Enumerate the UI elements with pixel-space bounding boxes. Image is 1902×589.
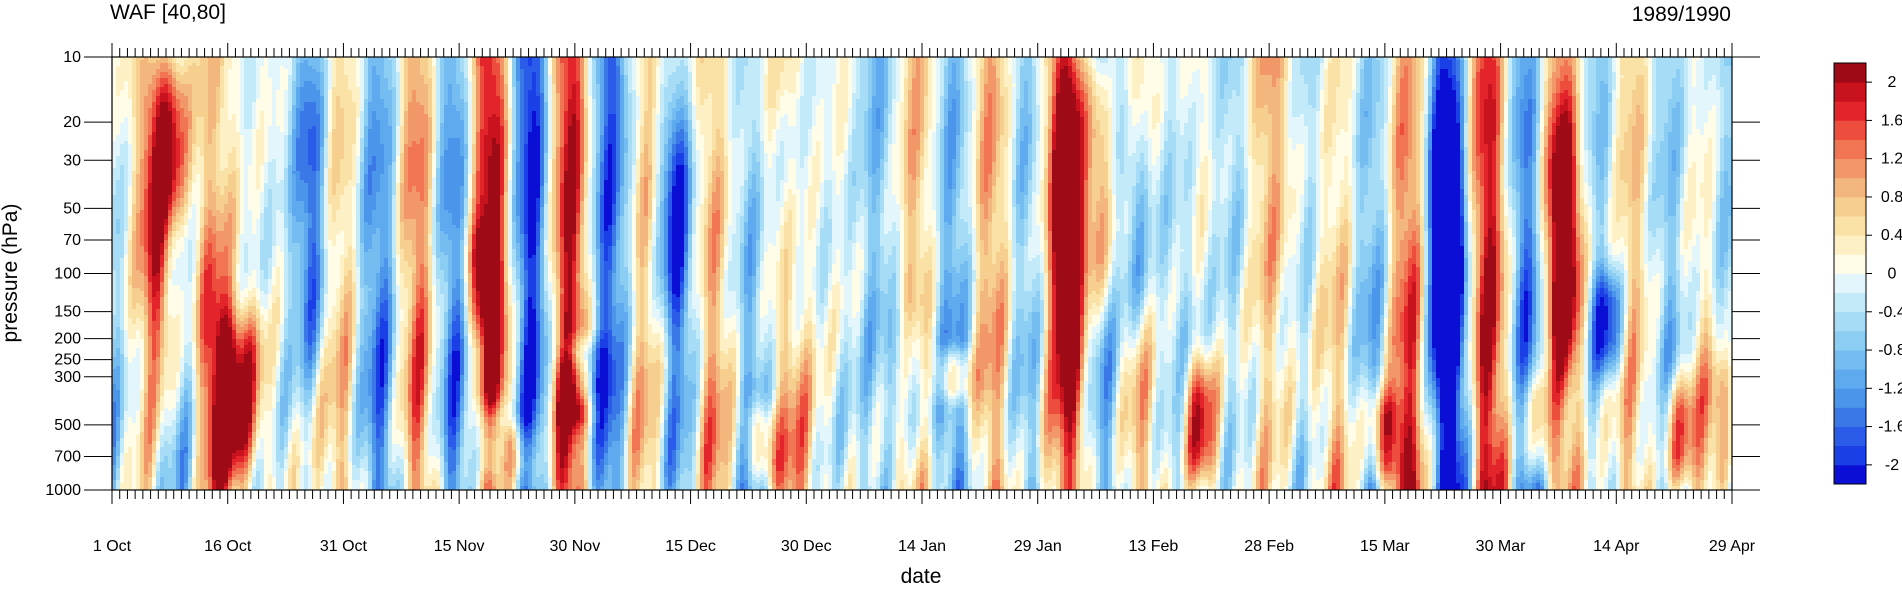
colorbar-label: 2 [1888, 74, 1897, 91]
colorbar-label: -0.4 [1878, 304, 1902, 321]
y-tick-label: 300 [54, 369, 81, 386]
y-tick-label: 50 [63, 200, 81, 217]
y-tick-label: 20 [63, 114, 81, 131]
colorbar-swatch [1834, 235, 1866, 255]
colorbar-swatch [1834, 254, 1866, 274]
x-tick-label: 14 Jan [898, 538, 946, 555]
colorbar-label: 0.8 [1881, 189, 1902, 206]
colorbar-labels: 2 1.6 1.2 0.8 0.4 0 -0.4 -0.8 -1.2 -1.6 -2 [1866, 74, 1902, 474]
x-tick-label: 15 Nov [434, 538, 485, 555]
y-tick-label: 150 [54, 304, 81, 321]
x-tick-label: 30 Nov [550, 538, 601, 555]
chart-title-right: 1989/1990 [1632, 3, 1731, 26]
colorbar-swatch [1834, 427, 1866, 447]
colorbar-label: 1.6 [1881, 112, 1902, 129]
contour-field [112, 57, 1733, 493]
colorbar-swatch [1834, 331, 1866, 351]
colorbar-swatch [1834, 120, 1866, 140]
colorbar-swatch [1834, 369, 1866, 389]
y-tick-label: 500 [54, 417, 81, 434]
colorbar-swatch [1834, 140, 1866, 160]
y-tick-label: 250 [54, 352, 81, 369]
colorbar-swatch [1834, 159, 1866, 179]
y-tick-label: 30 [63, 152, 81, 169]
colorbar-swatch [1834, 293, 1866, 313]
colorbar-label: -0.8 [1878, 342, 1902, 359]
x-tick-label: 15 Dec [665, 538, 716, 555]
chart-title-left: WAF [40,80] [110, 1, 226, 24]
colorbar-swatch [1834, 350, 1866, 370]
colorbar-swatch [1834, 63, 1866, 83]
colorbar-label: 1.2 [1881, 151, 1902, 168]
x-tick-label: 29 Jan [1014, 538, 1062, 555]
colorbar-label: -2 [1885, 457, 1899, 474]
y-tick-label: 70 [63, 232, 81, 249]
colorbar [1834, 63, 1866, 484]
x-tick-label: 28 Feb [1244, 538, 1294, 555]
colorbar-label: -1.6 [1878, 419, 1902, 436]
x-axis-label: date [901, 565, 942, 588]
colorbar-swatch [1834, 407, 1866, 427]
colorbar-swatch [1834, 465, 1866, 485]
y-tick-label: 200 [54, 331, 81, 348]
x-tick-label: 29 Apr [1709, 538, 1756, 555]
colorbar-swatch [1834, 216, 1866, 236]
colorbar-swatch [1834, 197, 1866, 217]
colorbar-swatch [1834, 312, 1866, 332]
colorbar-label: -1.2 [1878, 380, 1902, 397]
colorbar-swatch [1834, 178, 1866, 198]
y-tick-label: 700 [54, 448, 81, 465]
x-tick-labels: 1 Oct 16 Oct 31 Oct 15 Nov 30 Nov 15 Dec 30 De… [93, 538, 1756, 555]
x-tick-label: 1 Oct [93, 538, 132, 555]
y-tick-label: 100 [54, 266, 81, 283]
x-tick-label: 13 Feb [1129, 538, 1179, 555]
x-tick-label: 16 Oct [204, 538, 252, 555]
x-tick-label: 14 Apr [1593, 538, 1640, 555]
y-tick-label: 10 [63, 49, 81, 66]
y-tick-label: 1000 [45, 482, 81, 499]
colorbar-swatch [1834, 446, 1866, 466]
x-tick-label: 31 Oct [320, 538, 368, 555]
colorbar-label: 0 [1888, 266, 1897, 283]
colorbar-swatch [1834, 274, 1866, 294]
colorbar-swatch [1834, 82, 1866, 102]
x-tick-label: 15 Mar [1360, 538, 1410, 555]
y-axis-label: pressure (hPa) [0, 204, 22, 343]
colorbar-label: 0.4 [1881, 227, 1902, 244]
colorbar-swatch [1834, 388, 1866, 408]
colorbar-swatch [1834, 101, 1866, 121]
x-tick-label: 30 Mar [1476, 538, 1526, 555]
x-tick-label: 30 Dec [781, 538, 832, 555]
